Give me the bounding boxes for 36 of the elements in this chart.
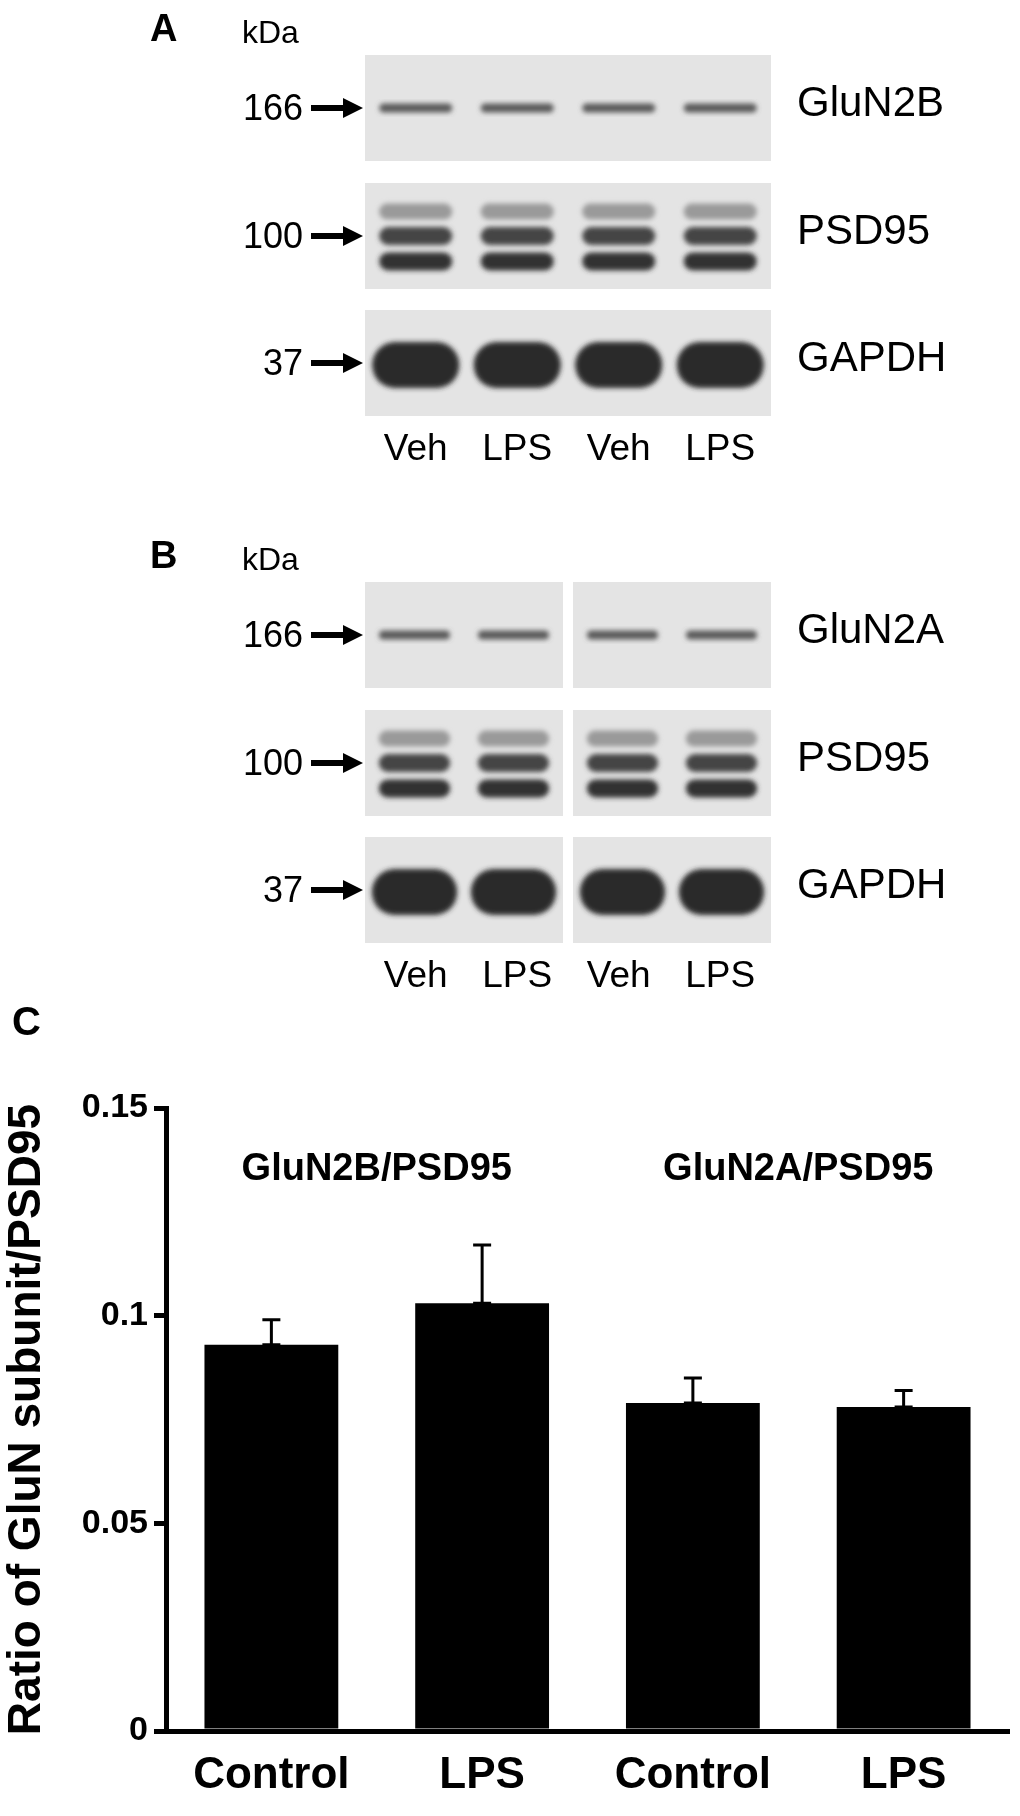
x-tick-label: Control	[614, 1747, 772, 1797]
category-label: LPS	[482, 953, 553, 994]
category-label: 166	[242, 614, 303, 655]
text: kDa	[242, 14, 299, 50]
category-label: Veh	[586, 426, 651, 467]
category-label: LPS	[685, 953, 756, 994]
x-tick-label: LPS	[860, 1747, 947, 1797]
category-label: Veh	[383, 426, 448, 467]
annotation: GluN2A/PSD95	[663, 1146, 934, 1189]
category-label: 166	[242, 87, 303, 128]
x-tick-label: Control	[193, 1747, 350, 1797]
annotation: GluN2B/PSD95	[241, 1146, 512, 1189]
category-label: Veh	[383, 953, 448, 994]
category-label: LPS	[482, 426, 553, 467]
chart-title: C	[12, 999, 41, 1043]
text: B	[150, 534, 178, 576]
y-axis-title: Ratio of GluN subunit/PSD95	[0, 1103, 51, 1736]
category-label: 37	[262, 869, 303, 910]
y-tick-label: 0.05	[81, 1501, 148, 1540]
y-tick-label: 0.1	[100, 1294, 148, 1333]
y-tick-label: 0.15	[81, 1086, 148, 1125]
category-label: Veh	[586, 953, 651, 994]
category-label: GluN2A	[797, 605, 945, 652]
category-label: PSD95	[797, 732, 931, 780]
category-label: 37	[262, 342, 303, 383]
x-tick-label: LPS	[439, 1747, 525, 1797]
category-label: GAPDH	[797, 333, 947, 380]
category-label: 100	[242, 741, 303, 783]
category-label: PSD95	[797, 205, 931, 253]
text: kDa	[242, 541, 299, 577]
category-label: 100	[242, 214, 303, 256]
text: A	[150, 7, 178, 49]
category-label: GAPDH	[797, 860, 947, 907]
category-label: LPS	[685, 426, 756, 467]
y-tick-label: 0	[129, 1709, 148, 1748]
category-label: GluN2B	[797, 78, 945, 125]
